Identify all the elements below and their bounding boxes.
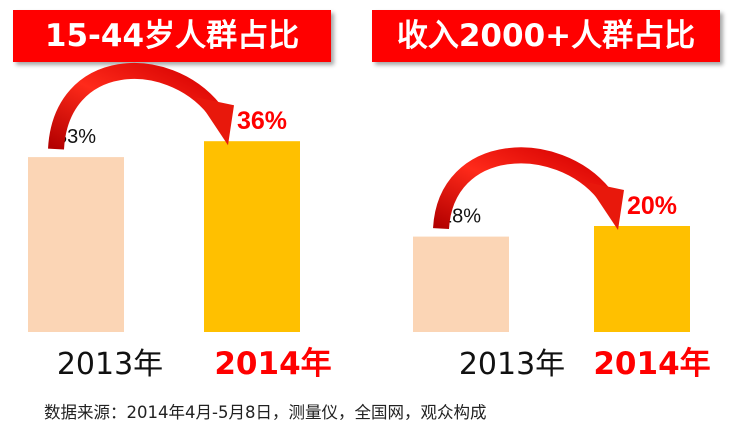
data-label-2014: 20% [627,192,677,220]
category-label-2013: 2013年 [459,347,565,382]
category-label-2013: 2013年 [57,347,163,382]
trend-arrow-shaft [433,147,611,230]
bar-2014 [594,226,690,332]
bar-2013 [413,236,509,332]
source-note: 数据来源：2014年4月-5月8日，测量仪，全国网，观众构成 [44,403,487,422]
trend-arrow-head [586,182,624,230]
trend-arrow-shaft [48,63,221,150]
category-label-2014: 2014年 [593,346,710,382]
chart-title-income: 收入2000+人群占比 [372,10,720,62]
chart-title-age: 15-44岁人群占比 [13,10,331,62]
trend-arrow-head [196,97,234,146]
category-label-2014: 2014年 [214,346,331,382]
data-label-2014: 36% [237,107,287,135]
bar-2013 [28,157,124,332]
bar-2014 [204,141,300,332]
